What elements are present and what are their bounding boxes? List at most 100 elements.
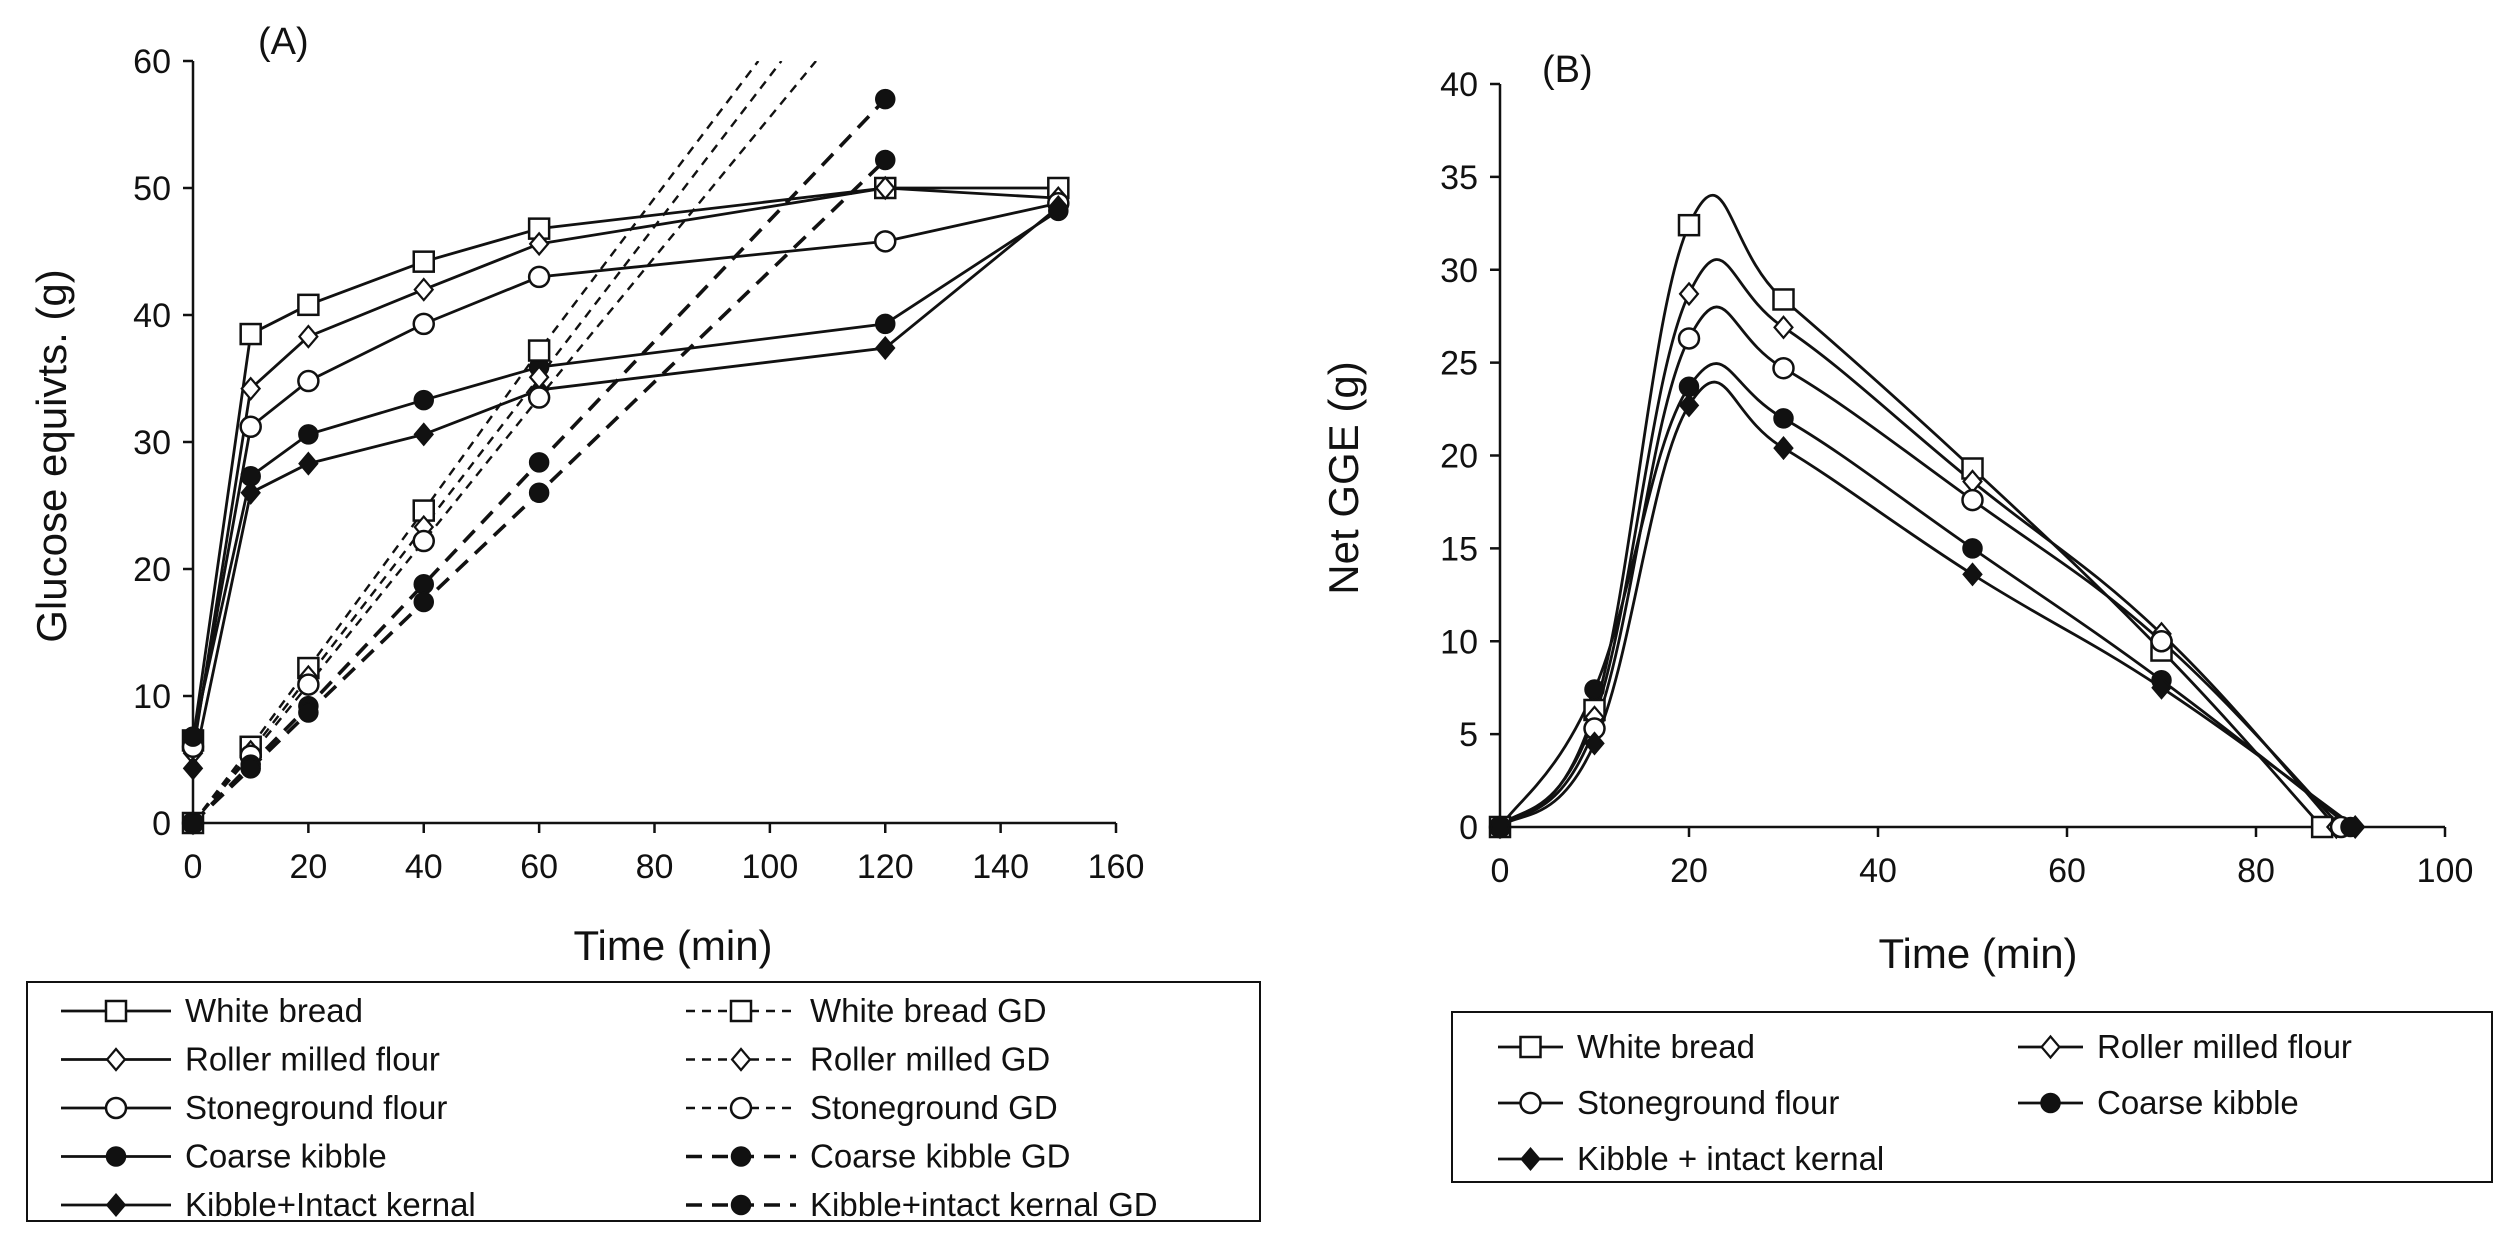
y-tick-label: 60 (133, 43, 171, 81)
data-point-kibble-intact-kernal (1584, 731, 1605, 756)
data-point-kibble-intact-kernal-gd (240, 758, 261, 779)
legend-marker (105, 1146, 127, 1167)
y-tick-label: 5 (1459, 716, 1478, 754)
data-point-coarse-kibble (1962, 538, 1983, 559)
legend-marker (1519, 1035, 1542, 1059)
legend-item-coarse-kibble: Coarse kibble (2018, 1084, 2299, 1121)
legend-label: White bread (185, 992, 363, 1029)
legend-item-stoneground-gd: Stoneground GD (686, 1089, 1058, 1126)
data-point-kibble-intact-kernal (298, 451, 319, 476)
data-point-kibble-intact-kernal (2344, 814, 2366, 840)
y-tick-label: 40 (133, 297, 171, 335)
legend-item-roller-milled-gd: Roller milled GD (686, 1041, 1050, 1078)
data-point-coarse-kibble (1773, 408, 1794, 429)
x-tick-label: 80 (636, 848, 674, 886)
data-point-roller-milled-flour (874, 175, 896, 201)
legend-item-white-bread: White bread (61, 992, 363, 1029)
y-tick-label: 0 (152, 805, 171, 843)
legend-marker (105, 1192, 127, 1218)
legend-item-white-bread-gd: White bread GD (686, 992, 1047, 1029)
y-tick-label: 50 (133, 170, 171, 208)
legend-marker (730, 1047, 752, 1072)
data-point-kibble-intact-kernal (1048, 195, 1069, 220)
panel-a: (A) 0 20 40 60 80 100 120 140 160 0 10 20 30 40 50 60 G… (26, 21, 1261, 1223)
panel-b-plot: 0 20 40 60 80 100 0 5 10 15 20 25 30 35 40 (1440, 66, 2473, 890)
legend-item-kibble-intact-kernal-gd: Kibble+intact kernal GD (686, 1186, 1158, 1223)
panel-b-x-axis-label: Time (min) (1878, 930, 2077, 977)
data-point-kibble-intact-kernal-gd (182, 812, 204, 834)
data-point-roller-milled-flour (1773, 315, 1794, 340)
legend-item-kibble-intact-kernal: Kibble + intact kernal (1498, 1140, 1884, 1177)
axes: 0 20 40 60 80 100 120 140 160 0 10 20 30 40 50 60 (133, 43, 1144, 886)
data-point-roller-milled-flour (413, 277, 435, 302)
data-point-kibble-intact-kernal-gd (413, 591, 434, 613)
panel-b-legend-box (1451, 1011, 2493, 1183)
data-point-coarse-kibble (875, 313, 896, 335)
data-point-white-bread-gd (527, 339, 551, 362)
legend-marker (2040, 1092, 2061, 1114)
x-tick-label: 20 (289, 848, 327, 886)
legend-item-roller-milled-flour: Roller milled flour (61, 1041, 440, 1078)
data-point-roller-milled-flour (1678, 281, 1700, 307)
x-tick-label: 0 (184, 848, 203, 886)
x-tick-label: 120 (857, 848, 914, 886)
legend-item-stoneground-flour: Stoneground flour (61, 1089, 447, 1126)
panel-b-y-axis-label: Net GGE (g) (1320, 361, 1367, 594)
legend-label: Stoneground flour (185, 1089, 447, 1126)
x-tick-label: 140 (972, 848, 1029, 886)
data-point-kibble-intact-kernal (1962, 562, 1983, 587)
panel-a-label: (A) (258, 21, 309, 63)
data-point-stoneground-flour (1772, 356, 1795, 380)
panel-a-legend: White bread White bread GD Roller milled f… (26, 981, 1261, 1223)
legend-marker (104, 1096, 128, 1120)
x-tick-label: 100 (2417, 852, 2474, 890)
panel-a-plot: 0 20 40 60 80 100 120 140 160 0 10 20 30 40 50 60 (133, 43, 1144, 886)
data-point-white-bread (412, 250, 435, 273)
data-point-kibble-intact-kernal-gd (298, 702, 319, 723)
panel-a-legend-entries: White bread White bread GD Roller milled f… (61, 992, 1158, 1223)
data-point-kibble-intact-kernal (182, 756, 204, 781)
y-tick-label: 30 (133, 424, 171, 462)
x-tick-label: 60 (520, 848, 558, 886)
data-point-stoneground-gd (412, 529, 435, 553)
data-point-stoneground-gd (297, 673, 320, 696)
legend-label: Kibble+Intact kernal (185, 1186, 476, 1223)
legend-marker (2040, 1034, 2061, 1060)
legend-label: Roller milled flour (185, 1041, 440, 1078)
data-point-kibble-intact-kernal (1773, 436, 1794, 461)
legend-label: Stoneground flour (1577, 1084, 1839, 1121)
legend-label: Kibble + intact kernal (1577, 1140, 1884, 1177)
data-point-coarse-kibble-gd (413, 573, 434, 595)
legend-marker (1519, 1091, 1542, 1115)
y-tick-label: 20 (133, 551, 171, 589)
data-point-kibble-intact-kernal (240, 480, 261, 505)
y-tick-label: 40 (1440, 66, 1478, 104)
data-point-roller-milled-flour (528, 231, 550, 257)
legend-label: Coarse kibble GD (810, 1138, 1070, 1175)
series-line-white-bread-gd (192, 61, 760, 824)
legend-marker (729, 999, 753, 1023)
x-tick-label: 160 (1088, 848, 1145, 886)
series-line-stoneground-gd (192, 61, 817, 824)
x-tick-label: 40 (405, 848, 443, 886)
data-point-stoneground-flour (527, 265, 551, 289)
y-tick-label: 10 (1440, 623, 1478, 661)
series-line-coarse-kibble-gd (191, 97, 887, 825)
data-point-coarse-kibble (1584, 679, 1605, 700)
y-tick-label: 25 (1440, 345, 1478, 383)
x-tick-label: 40 (1859, 852, 1897, 890)
x-tick-label: 100 (742, 848, 799, 886)
series-line-roller-milled-gd (192, 61, 783, 824)
data-point-kibble-intact-kernal (413, 422, 434, 447)
data-point-kibble-intact-kernal (2151, 675, 2172, 700)
panel-b-legend: White bread Roller milled flour Stonegroun… (1451, 1011, 2493, 1183)
marker-group (181, 88, 1070, 836)
data-point-coarse-kibble (182, 726, 204, 747)
legend-item-coarse-kibble-gd: Coarse kibble GD (686, 1138, 1070, 1175)
data-point-coarse-kibble-gd (875, 88, 896, 110)
legend-label: Coarse kibble (2097, 1084, 2299, 1121)
x-tick-label: 60 (2048, 852, 2086, 890)
data-point-coarse-kibble (413, 389, 434, 411)
data-point-stoneground-flour (874, 230, 897, 253)
